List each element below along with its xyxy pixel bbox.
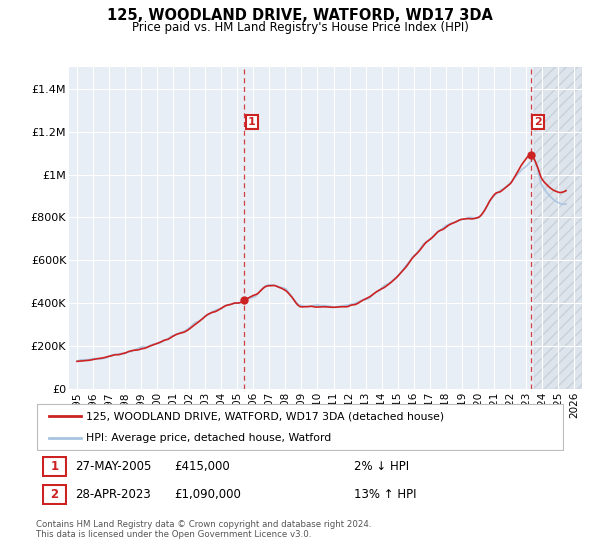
Text: £415,000: £415,000 — [174, 460, 230, 473]
Text: 1: 1 — [50, 460, 59, 473]
FancyBboxPatch shape — [43, 457, 66, 476]
Text: 1: 1 — [248, 117, 256, 127]
Text: 2% ↓ HPI: 2% ↓ HPI — [354, 460, 409, 473]
Text: 2: 2 — [535, 117, 542, 127]
Text: Contains HM Land Registry data © Crown copyright and database right 2024.
This d: Contains HM Land Registry data © Crown c… — [36, 520, 371, 539]
Text: 125, WOODLAND DRIVE, WATFORD, WD17 3DA (detached house): 125, WOODLAND DRIVE, WATFORD, WD17 3DA (… — [86, 411, 444, 421]
Bar — [534, 67, 582, 389]
Text: £1,090,000: £1,090,000 — [174, 488, 241, 501]
Text: 28-APR-2023: 28-APR-2023 — [75, 488, 151, 501]
Text: 2: 2 — [50, 488, 59, 501]
Text: 13% ↑ HPI: 13% ↑ HPI — [354, 488, 416, 501]
Text: 27-MAY-2005: 27-MAY-2005 — [75, 460, 151, 473]
FancyBboxPatch shape — [43, 485, 66, 504]
Text: HPI: Average price, detached house, Watford: HPI: Average price, detached house, Watf… — [86, 433, 331, 443]
Text: 125, WOODLAND DRIVE, WATFORD, WD17 3DA: 125, WOODLAND DRIVE, WATFORD, WD17 3DA — [107, 8, 493, 24]
Text: Price paid vs. HM Land Registry's House Price Index (HPI): Price paid vs. HM Land Registry's House … — [131, 21, 469, 34]
FancyBboxPatch shape — [37, 404, 563, 450]
Bar — [534, 67, 582, 389]
